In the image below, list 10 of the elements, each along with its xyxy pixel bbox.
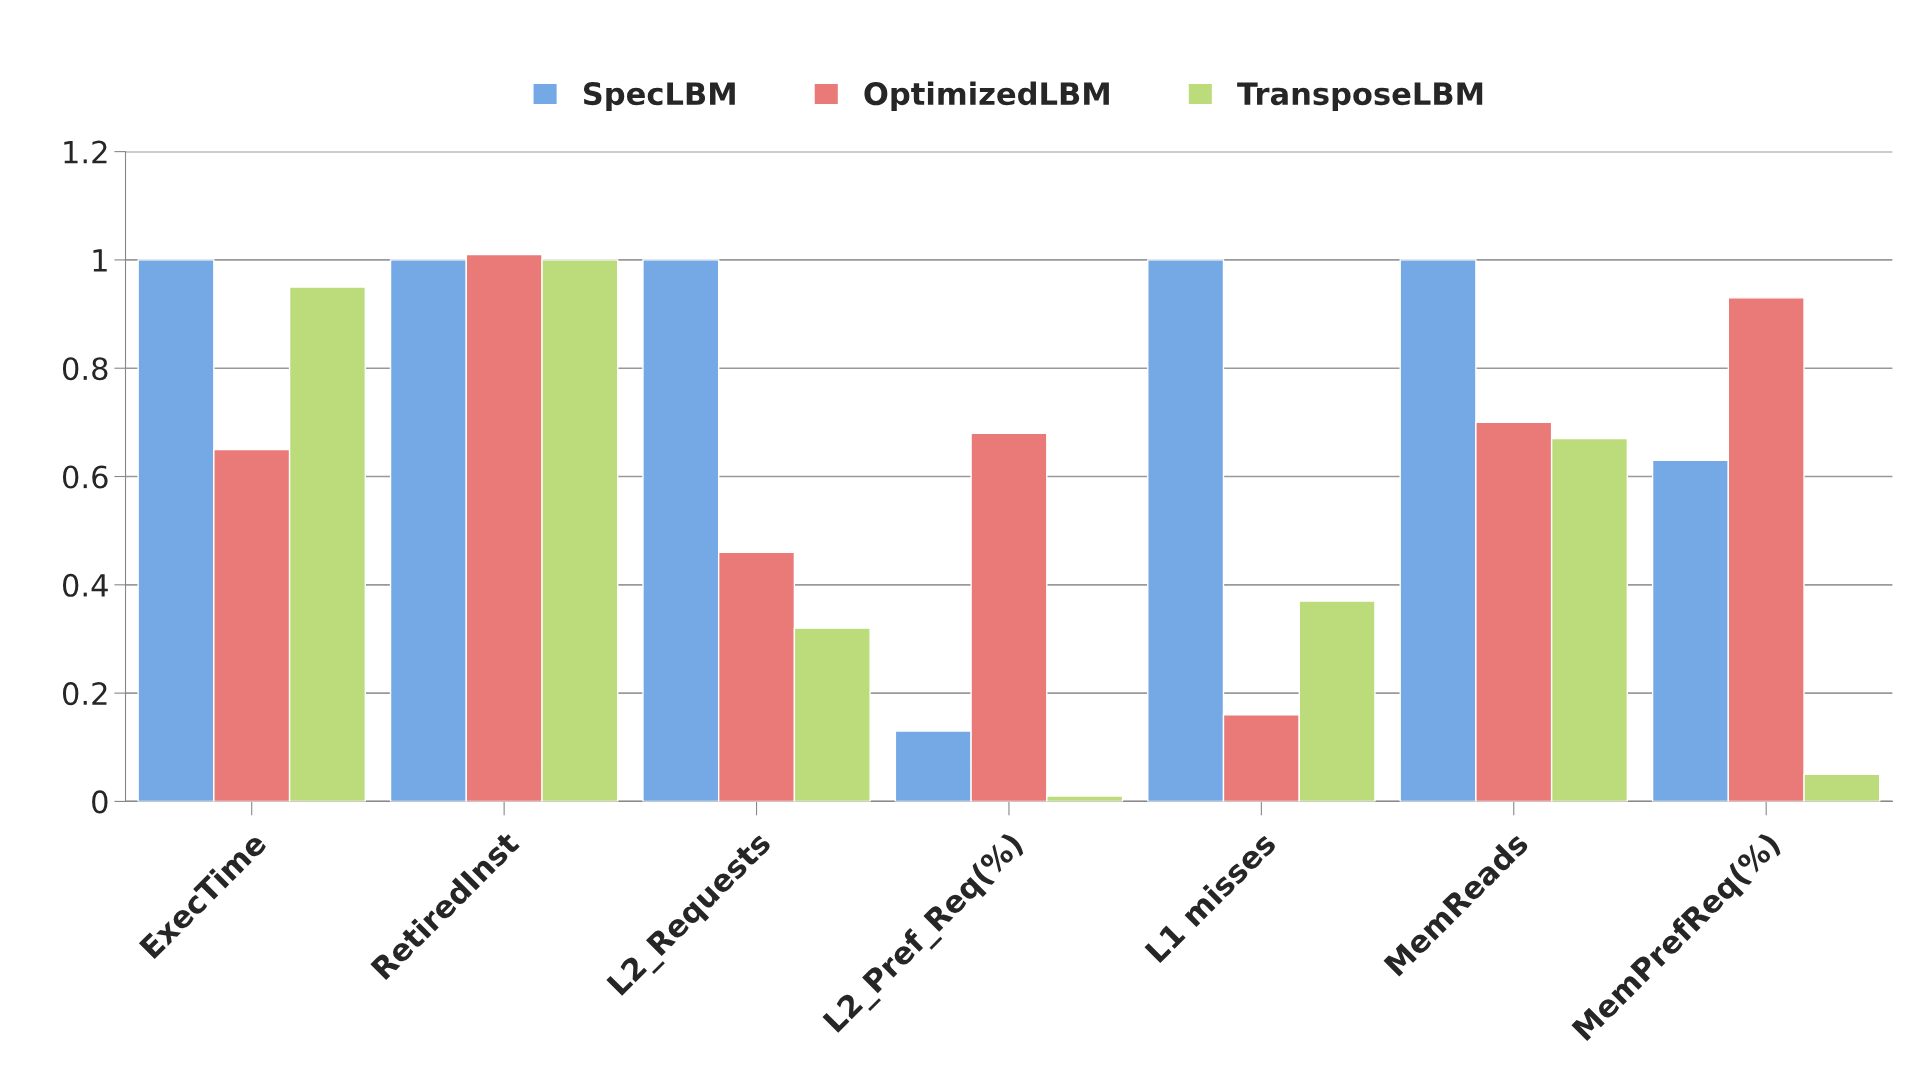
y-tick-label: 0.8 (62, 357, 108, 381)
legend-label: TransposeLBM (1237, 82, 1483, 112)
y-tick-label: 0 (92, 790, 108, 814)
legend-label: OptimizedLBM (864, 81, 1109, 112)
y-tick-label: 0.6 (62, 465, 108, 489)
y-tick-label: 1.2 (64, 140, 107, 164)
y-tick-label: 0.2 (62, 682, 107, 706)
y-tick-label: 0.4 (62, 573, 108, 597)
y-tick-label: 1 (93, 249, 107, 272)
legend-label: SpecLBM (583, 82, 735, 112)
